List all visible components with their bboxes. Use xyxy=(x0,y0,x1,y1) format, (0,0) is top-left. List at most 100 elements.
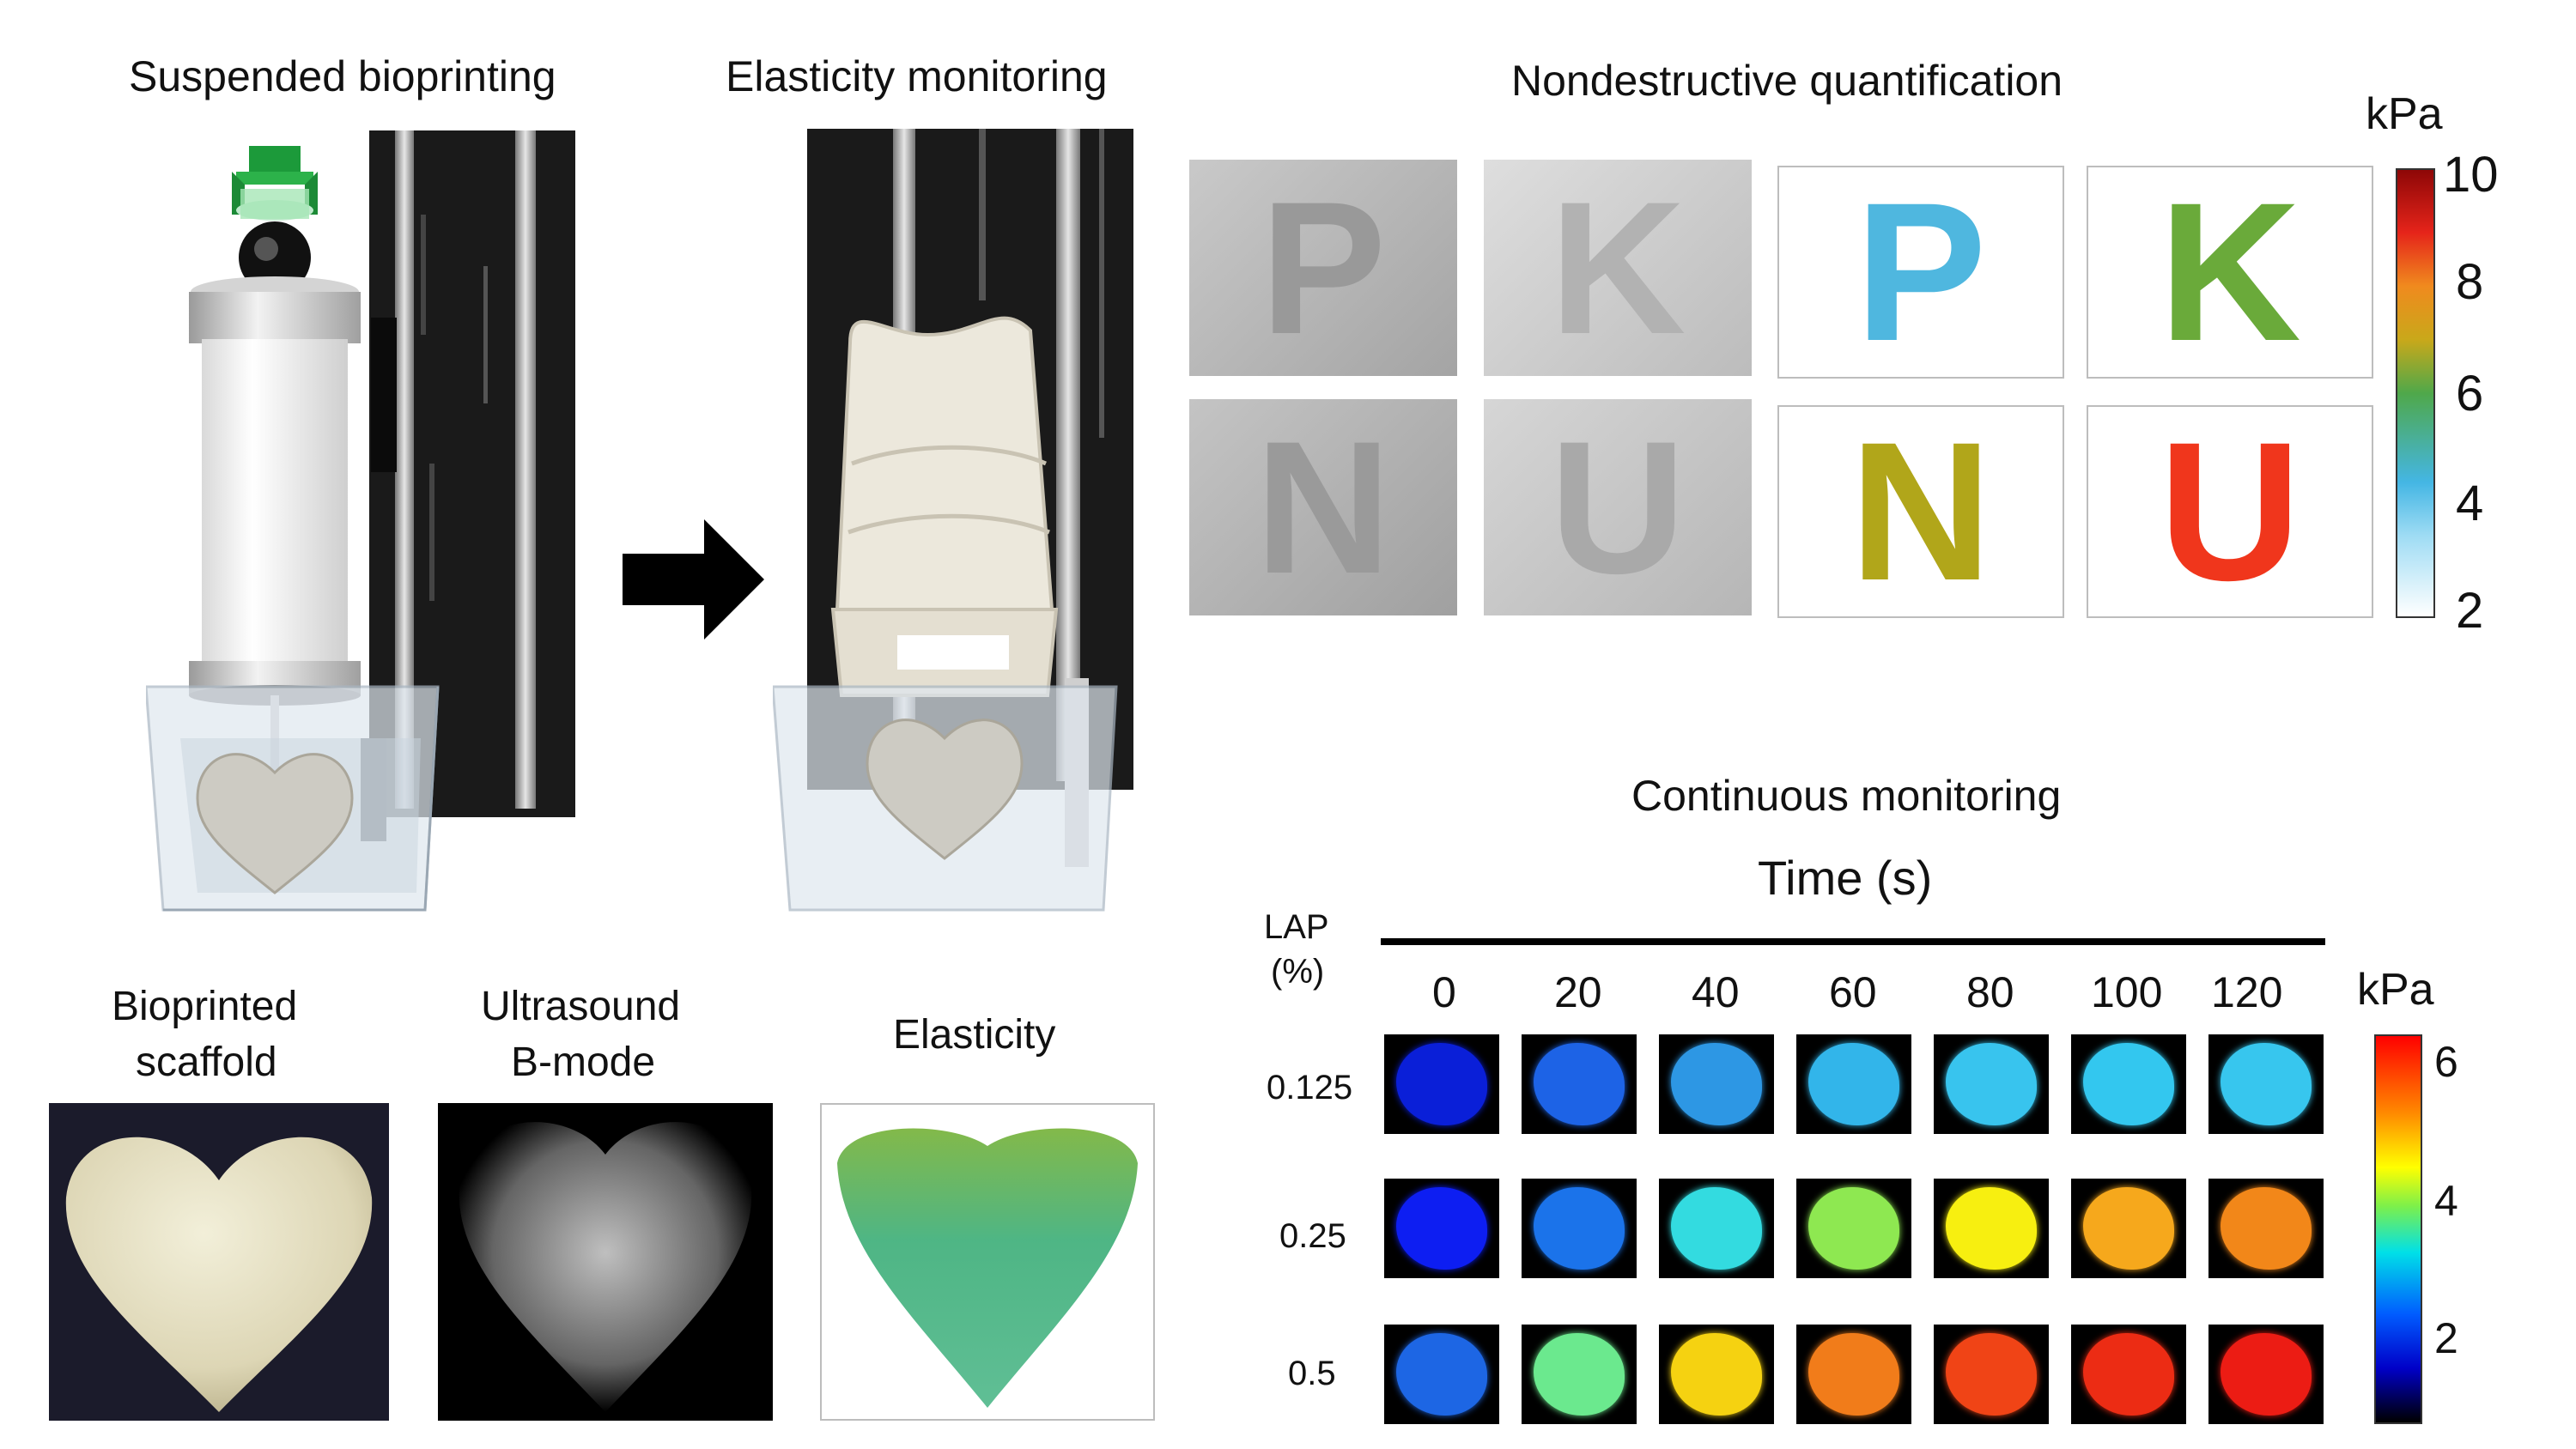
continuous-title: Continuous monitoring xyxy=(1631,772,2062,820)
elasticity-blob xyxy=(1671,1333,1762,1416)
colorbar-bottom-tick-2: 2 xyxy=(2434,1314,2458,1362)
monitoring-tile xyxy=(1934,1034,2049,1134)
time-label-0: 0 xyxy=(1432,968,1456,1016)
photo-letter-u: U xyxy=(1484,399,1752,615)
monitoring-tile xyxy=(1934,1325,2049,1424)
elasticity-map-n: N xyxy=(1777,405,2064,618)
scaffold-title-line2: scaffold xyxy=(136,1040,277,1085)
elasticity-blob xyxy=(1946,1333,2037,1416)
bmode-title-line1: Ultrasound xyxy=(481,984,681,1029)
monitoring-tile xyxy=(2208,1034,2324,1134)
elasticity-blob xyxy=(1808,1043,1899,1125)
elasticity-blob xyxy=(1534,1333,1625,1416)
photo-letter-n: N xyxy=(1189,399,1457,615)
colorbar-bottom xyxy=(2374,1034,2422,1424)
time-label-60: 60 xyxy=(1829,968,1877,1016)
elasticity-blob xyxy=(1946,1187,2037,1270)
time-label-80: 80 xyxy=(1966,968,2014,1016)
monitoring-tile xyxy=(1384,1325,1499,1424)
elasticity-map-p: P xyxy=(1777,166,2064,379)
colorbar-top-tick-6: 6 xyxy=(2456,366,2484,421)
letter-label-n: N xyxy=(1255,402,1392,613)
elasticity-blob xyxy=(1396,1187,1487,1270)
colorbar-bottom-unit: kPa xyxy=(2357,965,2434,1015)
monitoring-tile xyxy=(1796,1034,1911,1134)
monitoring-tile-grid xyxy=(1384,1034,2329,1424)
monitoring-tile xyxy=(2208,1179,2324,1278)
elasticity-blob xyxy=(1396,1333,1487,1416)
lap-value-05: 0.5 xyxy=(1288,1355,1336,1392)
colorbar-top-unit: kPa xyxy=(2366,89,2443,139)
ultrasound-probe-schematic xyxy=(773,129,1133,912)
monitoring-tile xyxy=(1796,1179,1911,1278)
elasticity-blob xyxy=(1534,1187,1625,1270)
monitoring-tile xyxy=(1934,1179,2049,1278)
right-arrow-icon xyxy=(623,519,764,640)
time-label-100: 100 xyxy=(2091,968,2163,1016)
bmode-image xyxy=(438,1103,773,1421)
colorbar-top-tick-2: 2 xyxy=(2456,583,2484,639)
scaffold-photo xyxy=(49,1103,389,1421)
time-label-120: 120 xyxy=(2211,968,2283,1016)
photo-letter-k: K xyxy=(1484,160,1752,376)
monitoring-tile xyxy=(2208,1325,2324,1424)
time-axis-line xyxy=(1381,938,2325,945)
elasticity-blob xyxy=(1396,1043,1487,1125)
elasticity-monitoring-title: Elasticity monitoring xyxy=(726,52,1108,100)
elasticity-blob xyxy=(1534,1043,1625,1125)
colorbar-top-tick-10: 10 xyxy=(2443,147,2499,203)
elasticity-blob xyxy=(2221,1333,2312,1416)
letter-label-k: K xyxy=(1549,162,1686,373)
bioprinter-schematic xyxy=(146,130,575,912)
monitoring-tile xyxy=(1522,1034,1637,1134)
monitoring-tile xyxy=(1384,1179,1499,1278)
elasticity-blob xyxy=(1671,1043,1762,1125)
time-label: Time (s) xyxy=(1758,851,1933,905)
scaffold-title-line1: Bioprinted xyxy=(112,984,298,1029)
time-label-20: 20 xyxy=(1554,968,1602,1016)
map-letter-k: K xyxy=(2158,166,2302,379)
colorbar-bottom-tick-4: 4 xyxy=(2434,1177,2458,1225)
elasticity-title: Elasticity xyxy=(893,1012,1056,1058)
elasticity-blob xyxy=(1946,1043,2037,1125)
map-letter-p: P xyxy=(1855,166,1987,379)
elasticity-image xyxy=(820,1103,1155,1421)
letter-label-u: U xyxy=(1549,402,1686,613)
elasticity-blob xyxy=(1808,1333,1899,1416)
monitoring-tile xyxy=(1659,1034,1774,1134)
lap-label-line1: LAP xyxy=(1264,908,1329,946)
lap-value-025: 0.25 xyxy=(1279,1217,1346,1255)
nondestructive-title: Nondestructive quantification xyxy=(1511,57,2063,105)
map-letter-n: N xyxy=(1849,405,1993,618)
photo-letter-p: P xyxy=(1189,160,1457,376)
elasticity-blob xyxy=(2221,1187,2312,1270)
colorbar-top-tick-8: 8 xyxy=(2456,254,2484,310)
elasticity-map-u: U xyxy=(2087,405,2373,618)
monitoring-tile xyxy=(1384,1034,1499,1134)
colorbar-top xyxy=(2396,168,2435,618)
monitoring-tile xyxy=(1796,1325,1911,1424)
monitoring-tile xyxy=(1659,1179,1774,1278)
colorbar-bottom-tick-6: 6 xyxy=(2434,1038,2458,1086)
monitoring-tile xyxy=(1659,1325,1774,1424)
monitoring-tile xyxy=(2071,1179,2186,1278)
monitoring-tile xyxy=(1522,1179,1637,1278)
elasticity-blob xyxy=(2083,1043,2174,1125)
monitoring-tile xyxy=(1522,1325,1637,1424)
suspended-bioprinting-title: Suspended bioprinting xyxy=(129,52,556,100)
elasticity-blob xyxy=(2083,1187,2174,1270)
lap-label-line2: (%) xyxy=(1271,953,1325,991)
bmode-title-line2: B-mode xyxy=(511,1040,656,1085)
elasticity-blob xyxy=(2221,1043,2312,1125)
letter-label-p: P xyxy=(1260,162,1387,373)
monitoring-tile xyxy=(2071,1325,2186,1424)
elasticity-blob xyxy=(2083,1333,2174,1416)
monitoring-tile xyxy=(2071,1034,2186,1134)
colorbar-top-tick-4: 4 xyxy=(2456,476,2484,531)
lap-value-0125: 0.125 xyxy=(1267,1069,1353,1106)
time-label-40: 40 xyxy=(1692,968,1740,1016)
elasticity-map-k: K xyxy=(2087,166,2373,379)
map-letter-u: U xyxy=(2158,405,2302,618)
elasticity-blob xyxy=(1671,1187,1762,1270)
elasticity-blob xyxy=(1808,1187,1899,1270)
